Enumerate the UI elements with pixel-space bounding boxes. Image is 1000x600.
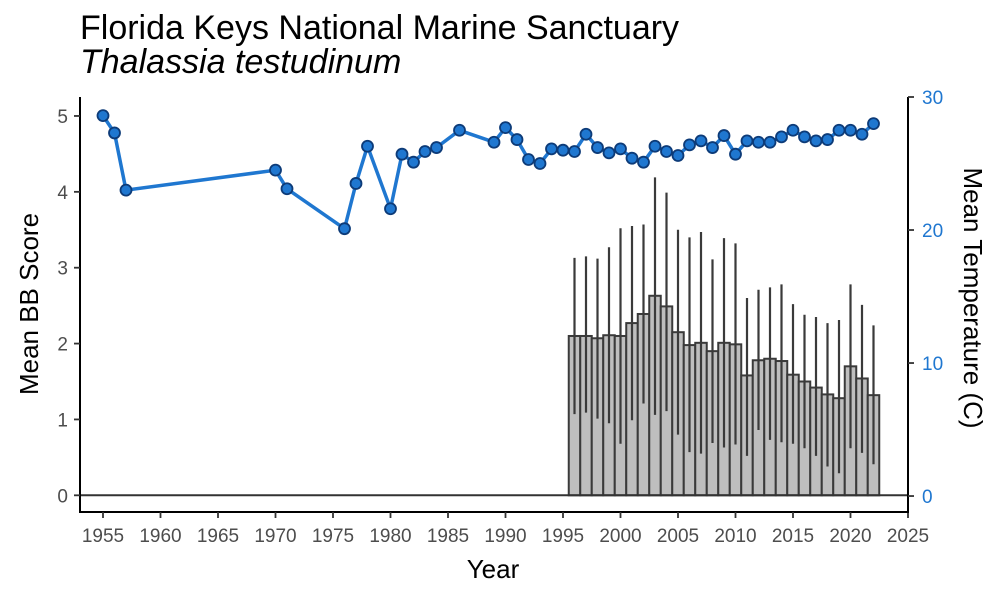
temperature-point — [487, 135, 501, 149]
y2-axis-title: Mean Temperature (C) — [958, 167, 988, 428]
x-tick-label: 1995 — [542, 526, 584, 547]
y-axis-title: Mean BB Score — [14, 213, 44, 395]
temperature-point — [349, 177, 363, 190]
temperature-point — [614, 142, 627, 156]
x-tick-label: 2010 — [714, 526, 756, 547]
temperature-point — [510, 133, 524, 146]
temperature-point — [694, 134, 708, 148]
temperature-point — [545, 142, 558, 156]
y2-tick-label: 0 — [922, 487, 933, 508]
temperature-point — [384, 202, 397, 216]
temperature-point — [96, 109, 110, 123]
temperature-point — [740, 134, 754, 148]
temperature-point — [637, 155, 650, 169]
temperature-point — [648, 139, 662, 153]
y2-tick-label: 10 — [922, 354, 943, 375]
temperature-point — [591, 141, 604, 154]
temperature-point — [338, 222, 351, 236]
x-tick-label: 1975 — [312, 526, 354, 547]
x-tick-label: 2005 — [657, 526, 699, 547]
temperature-point — [556, 143, 570, 157]
y2-tick-label: 20 — [922, 221, 943, 242]
chart-title: Florida Keys National Marine Sanctuary — [80, 9, 680, 47]
temperature-point — [522, 153, 535, 166]
temperature-point — [407, 155, 420, 169]
error-bars-layer — [573, 177, 875, 474]
temperature-point — [752, 135, 765, 149]
temperature-point — [809, 134, 823, 148]
x-tick-label: 1955 — [82, 526, 124, 547]
temperature-point — [763, 135, 777, 149]
temperature-point — [625, 151, 639, 165]
temperature-point — [660, 145, 673, 158]
temperature-point — [119, 183, 133, 197]
x-axis-title: Year — [467, 554, 520, 584]
chart-subtitle: Thalassia testudinum — [80, 43, 402, 81]
x-tick-label: 2020 — [829, 526, 871, 547]
temperature-point — [533, 157, 547, 170]
temperature-point — [821, 133, 834, 146]
temperature-point — [671, 149, 685, 162]
temperature-point — [706, 141, 719, 154]
temperature-line-layer — [96, 109, 880, 236]
temperature-point — [855, 127, 869, 141]
temperature-point — [786, 123, 800, 137]
y-tick-label: 3 — [57, 259, 68, 280]
temperature-point — [602, 146, 616, 160]
temperature-point — [453, 123, 466, 137]
y-tick-label: 4 — [57, 183, 68, 204]
y-tick-label: 0 — [57, 486, 68, 507]
x-tick-label: 1990 — [484, 526, 526, 547]
y-tick-label: 5 — [57, 107, 68, 128]
y2-tick-label: 30 — [922, 88, 943, 109]
temperature-point — [867, 117, 880, 131]
x-tick-label: 1980 — [369, 526, 411, 547]
temperature-point — [280, 182, 294, 196]
temperature-point — [430, 141, 443, 154]
temperature-point — [269, 163, 282, 177]
temperature-point — [361, 139, 374, 153]
x-tick-label: 2025 — [887, 526, 929, 547]
y-tick-label: 1 — [57, 410, 68, 431]
temperature-line — [101, 114, 875, 231]
temperature-point — [499, 121, 512, 134]
x-tick-label: 2015 — [772, 526, 814, 547]
x-tick-label: 1960 — [139, 526, 181, 547]
temperature-point — [108, 126, 121, 140]
temperature-point — [775, 130, 788, 144]
temperature-point — [832, 123, 846, 137]
temperature-point — [579, 127, 593, 141]
temperature-point — [798, 130, 811, 144]
y-tick-label: 2 — [57, 335, 68, 356]
x-tick-label: 2000 — [599, 526, 641, 547]
temperature-point — [418, 145, 432, 158]
x-tick-label: 1965 — [197, 526, 239, 547]
temperature-point — [395, 147, 409, 161]
temperature-point — [568, 145, 581, 158]
temperature-point — [844, 123, 857, 137]
x-tick-label: 1985 — [427, 526, 469, 547]
temperature-point — [729, 147, 742, 161]
temperature-point — [683, 138, 696, 152]
temperature-point — [717, 129, 731, 142]
axes-layer: 0 1 2 3 4 5 1955 1960 1965 1970 1975 1980 1985 1990 19… — [57, 88, 943, 547]
x-tick-label: 1970 — [254, 526, 296, 547]
